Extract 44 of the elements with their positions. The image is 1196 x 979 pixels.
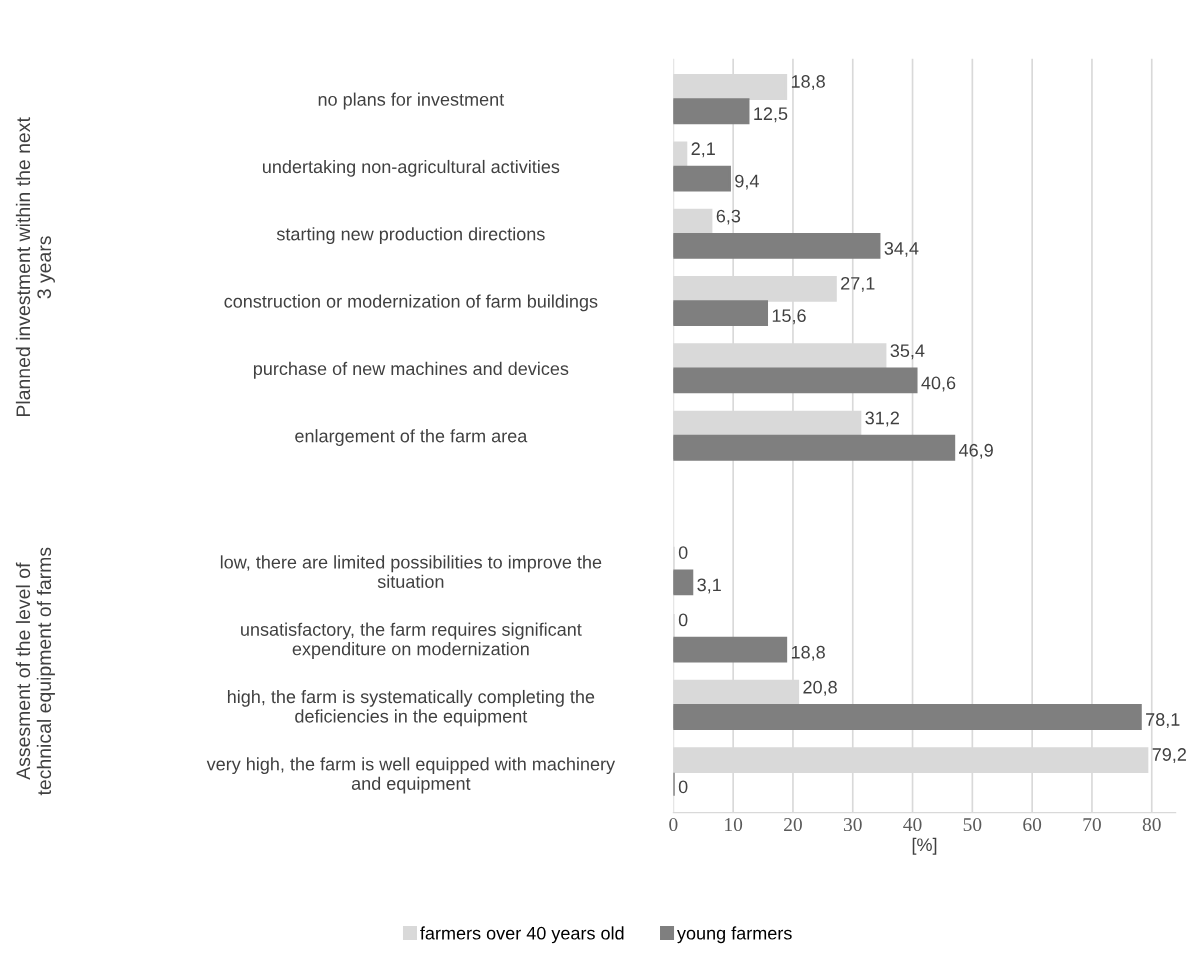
data-label: 3,1 (697, 578, 721, 594)
data-label: 40,6 (921, 376, 956, 392)
data-label: 79,2 (1152, 748, 1186, 764)
legend-label: farmers over 40 years old (420, 926, 624, 944)
data-label: 0 (678, 546, 688, 559)
y-tick-label: low, there are limited possibilities to improve the situation (220, 555, 602, 589)
y-tick-label: very high, the farm is well equipped with machinery and equipment (206, 757, 616, 794)
x-tick-label: 50 (963, 817, 982, 832)
data-label: 27,1 (841, 276, 875, 292)
x-tick-label: 0 (669, 817, 678, 832)
text: Planned investment within the next 3 years (15, 117, 55, 417)
data-label: 18,8 (791, 645, 825, 661)
data-label: 20,8 (803, 680, 837, 696)
x-axis-title: [%] (912, 837, 937, 855)
data-label: 18,8 (791, 75, 825, 90)
x-tick-label: 20 (784, 817, 802, 832)
y-tick-label: starting new production directions (276, 227, 545, 245)
data-label: 35,4 (890, 344, 925, 360)
data-label: 2,1 (691, 142, 715, 158)
data-label: 0 (678, 613, 688, 627)
data-label: 78,1 (1146, 713, 1180, 729)
legend-label: young farmers (677, 926, 792, 944)
x-tick-label: 70 (1083, 817, 1101, 832)
y-tick-label: no plans for investment (318, 92, 505, 110)
data-label: 0 (678, 780, 688, 794)
data-label: 46,9 (959, 443, 993, 459)
data-label: 15,6 (772, 309, 806, 325)
x-tick-label: 40 (903, 817, 922, 832)
data-label: 12,5 (754, 107, 788, 123)
x-tick-label: 60 (1023, 817, 1042, 832)
data-label: 9,4 (735, 174, 759, 190)
y-tick-label: undertaking non-agricultural activities (262, 159, 560, 177)
data-label: 31,2 (865, 411, 899, 427)
x-tick-label: 30 (843, 817, 862, 832)
y-tick-label: high, the farm is systematically completing the deficiencies in the equipment (227, 689, 595, 727)
y-tick-label: unsatisfactory, the farm requires significant expenditure on modernization (241, 622, 582, 659)
x-tick-label: 80 (1142, 817, 1161, 832)
x-tick-label: 10 (725, 817, 743, 832)
text: Assesment of the level of technical equipment of farms (15, 547, 55, 796)
y-tick-label: construction or modernization of farm buildings (224, 294, 598, 312)
data-label: 34,4 (884, 241, 919, 257)
y-tick-label: purchase of new machines and devices (253, 361, 569, 379)
data-label: 6,3 (716, 209, 741, 225)
y-tick-label: enlargement of the farm area (295, 429, 528, 446)
